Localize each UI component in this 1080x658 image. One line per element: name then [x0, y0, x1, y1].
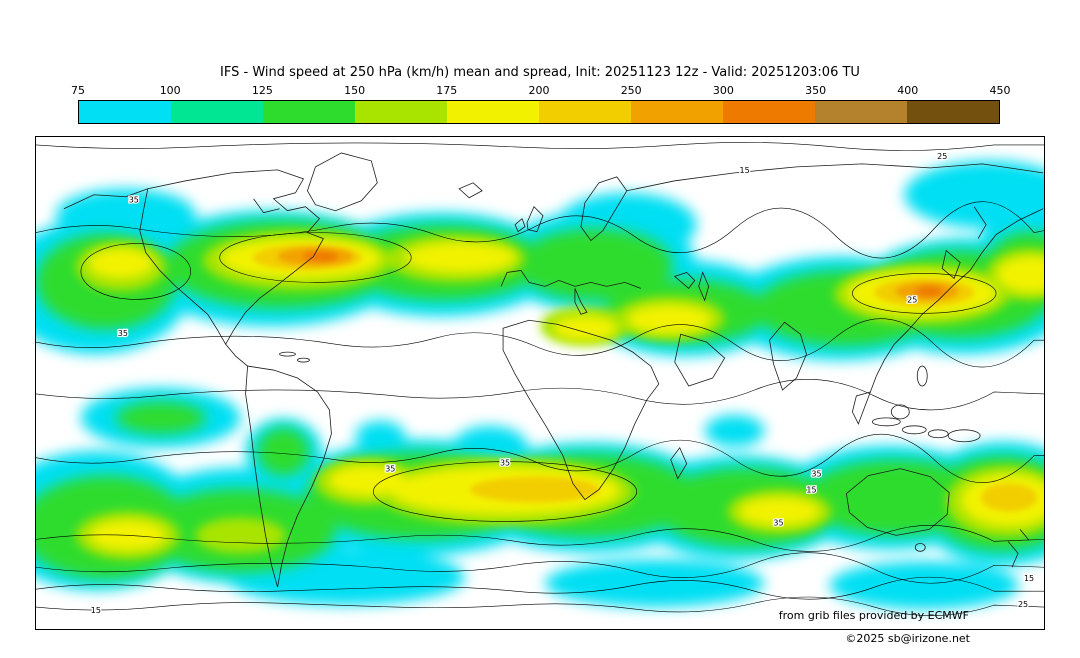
- colorbar-segment: [723, 101, 815, 123]
- contour-label: 35: [385, 465, 395, 474]
- colorbar-tick-label: 350: [805, 84, 827, 97]
- contour-label: 15: [91, 606, 101, 615]
- coastlines: [63, 152, 1044, 588]
- colorbar-tick-label: 100: [159, 84, 181, 97]
- map-canvas: 35 15 25 25 35 35 35 35 15 35 15 25 15: [36, 142, 1044, 617]
- colorbar-segment: [355, 101, 447, 123]
- colorbar-tick-label: 125: [251, 84, 273, 97]
- colorbar-segment: [171, 101, 263, 123]
- fill-layer-300: [302, 251, 944, 297]
- colorbar-segment: [79, 101, 171, 123]
- contour-label: 35: [773, 518, 783, 527]
- world-map: 35 15 25 25 35 35 35 35 15 35 15 25 15 from grib fil…: [35, 136, 1045, 630]
- colorbar-segment: [907, 101, 999, 123]
- contour-label: 25: [907, 295, 917, 304]
- wind-speed-shading: [36, 160, 1044, 610]
- colorbar-tick-label: 450: [989, 84, 1011, 97]
- contour-label: 25: [1018, 600, 1028, 609]
- colorbar-ticks: 75 100 125 150 175 200 250 300 350 400 450: [71, 84, 1011, 99]
- colorbar-tick-label: 200: [528, 84, 550, 97]
- contour-label: 15: [740, 166, 750, 175]
- colorbar-tick-label: 175: [436, 84, 458, 97]
- colorbar: [78, 100, 1000, 124]
- contour-label: 25: [937, 152, 947, 161]
- contour-label: 15: [806, 486, 816, 495]
- colorbar-tick-label: 250: [620, 84, 642, 97]
- colorbar-segment: [539, 101, 631, 123]
- contour-label: 35: [811, 470, 821, 479]
- credit-provider: from grib files provided by ECMWF: [778, 609, 969, 622]
- colorbar-segment: [263, 101, 355, 123]
- colorbar-segment: [447, 101, 539, 123]
- colorbar-tick-label: 300: [712, 84, 734, 97]
- contour-labels: 35 15 25 25 35 35 35 35 15 35 15 25 15: [90, 151, 1036, 617]
- colorbar-tick-label: 75: [71, 84, 85, 97]
- colorbar-segment: [631, 101, 723, 123]
- contour-label: 35: [118, 329, 128, 338]
- credit-copyright: ©2025 sb@irizone.net: [845, 632, 970, 645]
- colorbar-wrap: 75 100 125 150 175 200 250 300 350 400 450: [71, 84, 1011, 124]
- chart-title: IFS - Wind speed at 250 hPa (km/h) mean …: [220, 65, 860, 80]
- colorbar-tick-label: 400: [897, 84, 919, 97]
- contour-label: 15: [1024, 574, 1034, 583]
- contour-label: 35: [129, 196, 139, 205]
- colorbar-segment: [815, 101, 907, 123]
- colorbar-tick-label: 150: [344, 84, 366, 97]
- spread-contours: [36, 142, 1044, 616]
- contour-label: 35: [500, 459, 510, 468]
